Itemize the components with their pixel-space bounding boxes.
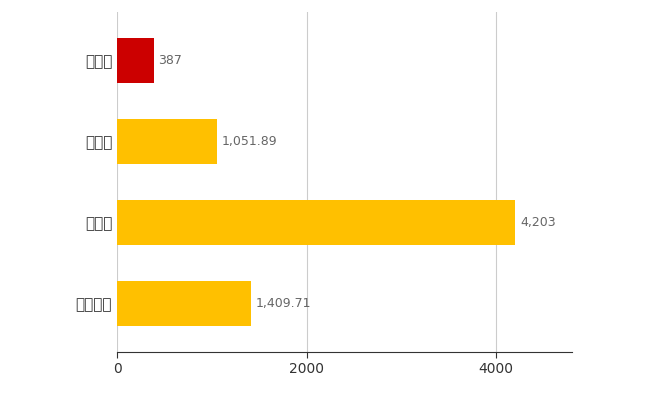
Bar [117,200,515,245]
Text: 4,203: 4,203 [520,216,556,229]
Text: 1,409.71: 1,409.71 [255,297,311,310]
Bar [117,119,216,164]
Text: 1,051.89: 1,051.89 [222,135,277,148]
Bar [117,281,251,326]
Bar [117,38,153,83]
Text: 387: 387 [159,54,182,67]
